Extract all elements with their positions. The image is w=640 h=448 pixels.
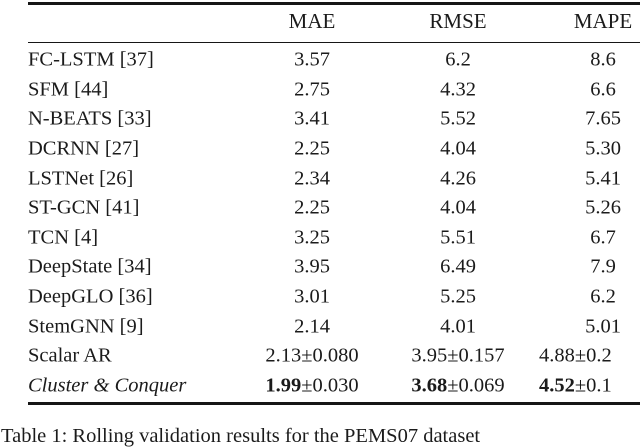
rmse-value: 5.51 <box>440 226 476 249</box>
mape-value: 4.88±0.2 <box>539 344 612 367</box>
mae-value: 2.75 <box>294 78 330 101</box>
table-row: N-BEATS [33] 3.41 5.52 7.65 <box>28 105 640 135</box>
table-body: FC-LSTM [37] 3.57 6.2 8.6 SFM [44] 2.75 4.32 6.… <box>28 46 640 401</box>
table-row: TCN [4] 3.25 5.51 6.7 <box>28 223 640 253</box>
mae-value: 2.25 <box>294 137 330 160</box>
method-name: N-BEATS [33] <box>28 107 152 130</box>
method-name: ST-GCN [41] <box>28 196 140 219</box>
method-name: TCN [4] <box>28 226 99 249</box>
method-name: Cluster & Conquer <box>28 374 187 397</box>
mae-value: 1.99±0.030 <box>265 374 359 397</box>
table-top-rule <box>28 2 640 5</box>
column-header-rmse: RMSE <box>429 9 487 33</box>
column-header-mape: MAPE <box>573 9 633 33</box>
table-bottom-rule <box>28 402 640 405</box>
table-row: StemGNN [9] 2.14 4.01 5.01 <box>28 312 640 342</box>
mape-value: 7.65 <box>585 107 621 130</box>
method-name: DeepGLO [36] <box>28 285 153 308</box>
mape-value: 5.41 <box>585 167 621 190</box>
table-row: SFM [44] 2.75 4.32 6.6 <box>28 75 640 105</box>
method-name: SFM [44] <box>28 78 109 101</box>
mape-value: 5.01 <box>585 315 621 338</box>
mae-value: 3.25 <box>294 226 330 249</box>
table-caption: Table 1: Rolling validation results for … <box>1 425 481 447</box>
column-header-mae: MAE <box>288 9 336 33</box>
table-row: Cluster & Conquer 1.99±0.030 3.68±0.069 4.5… <box>28 371 640 401</box>
table-row: ST-GCN [41] 2.25 4.04 5.26 <box>28 193 640 223</box>
mae-value: 3.01 <box>294 285 330 308</box>
table-row: DCRNN [27] 2.25 4.04 5.30 <box>28 134 640 164</box>
rmse-value: 4.26 <box>440 167 476 190</box>
rmse-value: 4.04 <box>440 137 476 160</box>
table-row: DeepState [34] 3.95 6.49 7.9 <box>28 253 640 283</box>
rmse-value: 6.2 <box>445 48 471 71</box>
mape-value: 5.26 <box>585 196 621 219</box>
mape-value: 5.30 <box>585 137 621 160</box>
results-table: MAE RMSE MAPE FC-LSTM [37] 3.57 6.2 8.6 SFM … <box>28 0 640 410</box>
rmse-value: 4.32 <box>440 78 476 101</box>
mape-value: 6.6 <box>590 78 616 101</box>
method-name: FC-LSTM [37] <box>28 48 154 71</box>
mape-value: 8.6 <box>590 48 616 71</box>
mae-value: 2.34 <box>294 167 330 190</box>
method-name: LSTNet [26] <box>28 167 134 190</box>
mape-value: 6.7 <box>590 226 616 249</box>
rmse-value: 5.52 <box>440 107 476 130</box>
table-header-row: MAE RMSE MAPE <box>28 9 640 39</box>
table-row: LSTNet [26] 2.34 4.26 5.41 <box>28 164 640 194</box>
rmse-value: 4.04 <box>440 196 476 219</box>
rmse-value: 3.95±0.157 <box>411 344 505 367</box>
mape-value: 7.9 <box>590 255 616 278</box>
table-row: Scalar AR 2.13±0.080 3.95±0.157 4.88±0.2 <box>28 341 640 371</box>
method-name: DeepState [34] <box>28 255 152 278</box>
method-name: StemGNN [9] <box>28 315 144 338</box>
table-header-rule <box>28 42 640 44</box>
mae-value: 2.25 <box>294 196 330 219</box>
mae-value: 3.95 <box>294 255 330 278</box>
mae-value: 3.57 <box>294 48 330 71</box>
rmse-value: 6.49 <box>440 255 476 278</box>
rmse-value: 3.68±0.069 <box>411 374 505 397</box>
rmse-value: 5.25 <box>440 285 476 308</box>
mae-value: 2.13±0.080 <box>265 344 359 367</box>
mape-value: 6.2 <box>590 285 616 308</box>
mae-value: 3.41 <box>294 107 330 130</box>
method-name: DCRNN [27] <box>28 137 140 160</box>
mae-value: 2.14 <box>294 315 330 338</box>
table-row: DeepGLO [36] 3.01 5.25 6.2 <box>28 282 640 312</box>
rmse-value: 4.01 <box>440 315 476 338</box>
method-name: Scalar AR <box>28 344 112 367</box>
mape-value: 4.52±0.1 <box>539 374 612 397</box>
table-row: FC-LSTM [37] 3.57 6.2 8.6 <box>28 46 640 76</box>
